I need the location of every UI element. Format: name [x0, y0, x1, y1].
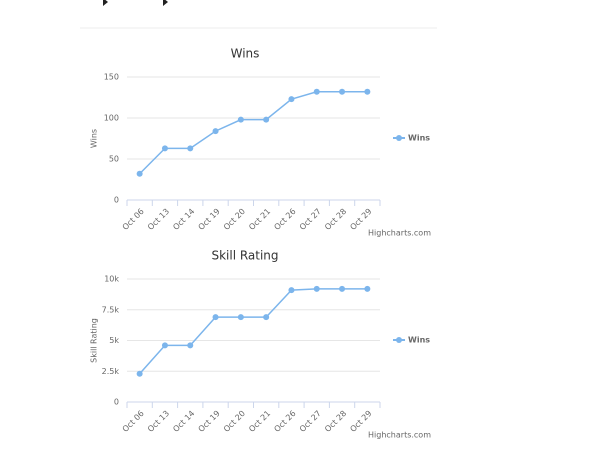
point	[263, 314, 270, 321]
x-tick-label: Oct 26	[272, 409, 297, 434]
point	[187, 342, 194, 349]
point	[237, 116, 244, 123]
legend-label[interactable]: Wins	[408, 336, 430, 345]
x-tick-label: Oct 19	[197, 409, 222, 434]
point	[237, 314, 244, 321]
legend-symbol	[396, 337, 402, 343]
point	[187, 145, 194, 152]
point	[288, 287, 295, 294]
x-tick-label: Oct 06	[121, 409, 146, 434]
point	[339, 285, 346, 292]
line	[139, 91, 368, 175]
y-tick-label: 0	[114, 196, 119, 205]
x-tick-label: Oct 21	[247, 409, 272, 434]
credits: Highcharts.com	[368, 431, 431, 440]
point	[313, 285, 320, 292]
icon	[163, 0, 168, 6]
y-tick-label: 50	[109, 155, 119, 164]
icon	[103, 0, 108, 6]
x-tick-label: Oct 13	[146, 207, 171, 232]
chart-title: Wins	[231, 47, 260, 61]
x-tick-label: Oct 06	[121, 207, 146, 232]
x-tick-label: Oct 28	[323, 409, 348, 434]
y-tick-label: 0	[114, 398, 119, 407]
x-tick-label: Oct 27	[298, 409, 323, 434]
point	[161, 145, 168, 152]
x-tick-label: Oct 19	[197, 207, 222, 232]
y-tick-label: 2.5k	[102, 367, 120, 376]
point	[339, 88, 346, 95]
x-tick-label: Oct 20	[222, 207, 247, 232]
x-tick-label: Oct 27	[298, 207, 323, 232]
point	[364, 88, 371, 95]
x-tick-label: Oct 13	[146, 409, 171, 434]
x-tick-label: Oct 28	[323, 207, 348, 232]
y-tick-label: 5k	[109, 336, 119, 345]
point	[212, 314, 219, 321]
y-tick-label: 100	[104, 114, 119, 123]
x-tick-label: Oct 20	[222, 409, 247, 434]
y-tick-label: 150	[104, 73, 119, 82]
point	[288, 96, 295, 103]
credits: Highcharts.com	[368, 229, 431, 238]
y-axis-title: Skill Rating	[90, 318, 99, 363]
point	[364, 285, 371, 292]
point	[313, 88, 320, 95]
legend-label[interactable]: Wins	[408, 134, 430, 143]
line	[139, 288, 368, 375]
x-tick-label: Oct 14	[171, 409, 196, 434]
legend-symbol	[396, 135, 402, 141]
y-tick-label: 7.5k	[102, 305, 120, 314]
x-tick-label: Oct 14	[171, 207, 196, 232]
y-tick-label: 10k	[104, 275, 119, 284]
point	[161, 342, 168, 349]
point	[212, 128, 219, 135]
x-tick-label: Oct 21	[247, 207, 272, 232]
point	[136, 170, 143, 177]
point	[136, 370, 143, 377]
chart-title: Skill Rating	[211, 249, 278, 263]
point	[263, 116, 270, 123]
y-axis-title: Wins	[90, 129, 99, 148]
x-tick-label: Oct 26	[272, 207, 297, 232]
